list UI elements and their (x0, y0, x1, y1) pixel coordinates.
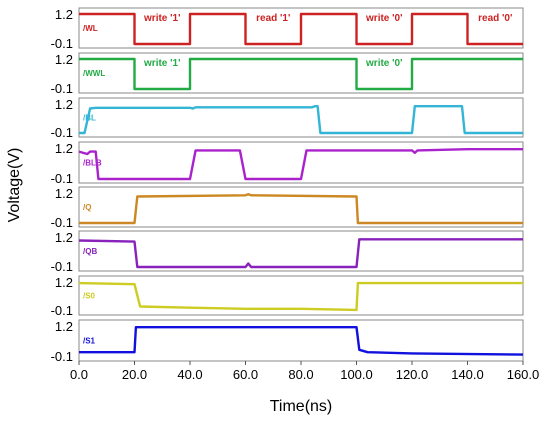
series-line (79, 57, 523, 91)
panel-frame (78, 275, 524, 316)
series-label: /WWL (83, 69, 105, 78)
x-tick-label: 120.0 (396, 367, 429, 382)
y-tick-label: -0.1 (51, 81, 73, 96)
y-tick-label: 1.2 (55, 7, 73, 22)
phase-annotation: write '0' (365, 58, 402, 69)
y-tick-label: -0.1 (51, 349, 73, 364)
series-label: /QB (83, 247, 97, 256)
x-tick-label: 160.0 (507, 367, 540, 382)
y-axis-title: Voltage(V) (6, 148, 23, 223)
series-label: /BL (83, 114, 96, 123)
x-tick-label: 60.0 (233, 367, 258, 382)
series-label: /Q (83, 203, 91, 212)
y-tick-label: 1.2 (55, 275, 73, 290)
y-tick-label: -0.1 (51, 303, 73, 318)
x-tick-label: 0.0 (70, 367, 88, 382)
panel-frame (78, 7, 524, 49)
y-tick-label: 1.2 (55, 319, 73, 334)
y-tick-label: 1.2 (55, 186, 73, 201)
phase-annotation: read '0' (478, 13, 512, 24)
series-line (79, 104, 523, 135)
series-line (79, 326, 524, 356)
phase-annotation: write '0' (365, 13, 402, 24)
phase-annotation: write '1' (143, 58, 180, 69)
y-tick-label: 1.2 (55, 141, 73, 156)
y-tick-label: -0.1 (51, 259, 73, 274)
y-tick-label: 1.2 (55, 230, 73, 245)
x-tick-label: 40.0 (177, 367, 202, 382)
panel-frame (78, 97, 524, 138)
y-tick-label: 1.2 (55, 52, 73, 67)
series-line (78, 281, 523, 312)
x-axis-title: Time(ns) (270, 398, 333, 415)
y-tick-label: 1.2 (55, 97, 73, 112)
y-tick-label: -0.1 (51, 125, 73, 140)
series-label: /S0 (83, 292, 96, 301)
series-line (78, 238, 523, 269)
series-label: /WL (83, 24, 98, 33)
panel-frame (78, 230, 524, 272)
series-line (79, 12, 523, 46)
x-tick-label: 20.0 (122, 367, 147, 382)
x-tick-label: 100.0 (340, 367, 373, 382)
x-tick-label: 80.0 (288, 367, 313, 382)
series-label: /BLB (83, 159, 102, 168)
phase-annotation: read '1' (256, 13, 290, 24)
series-line (79, 192, 523, 225)
y-tick-label: -0.1 (51, 36, 73, 51)
panel-frame (78, 141, 524, 184)
y-tick-label: -0.1 (51, 171, 73, 186)
y-tick-label: -0.1 (51, 215, 73, 230)
x-tick-label: 140.0 (451, 367, 484, 382)
panel-frame (78, 52, 524, 94)
series-label: /S1 (83, 337, 96, 346)
series-line (78, 147, 523, 181)
panel-frame (78, 186, 524, 228)
phase-annotation: write '1' (143, 13, 180, 24)
